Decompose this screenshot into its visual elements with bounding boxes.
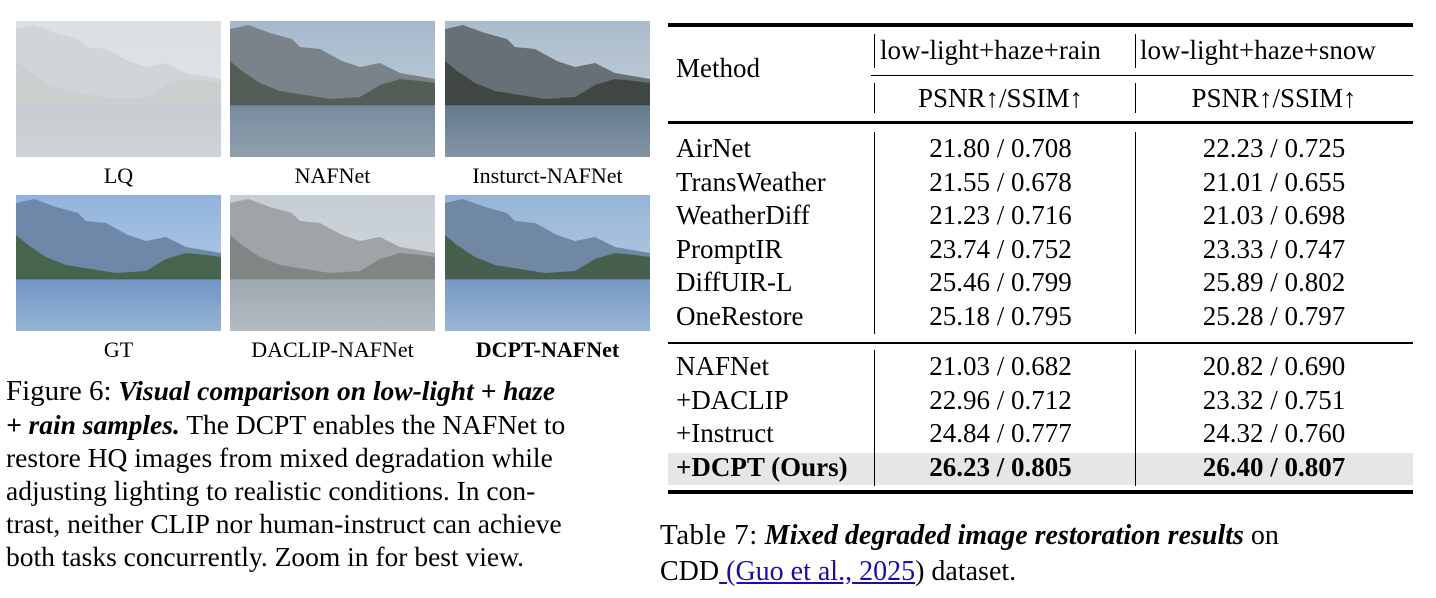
header-metric-2: PSNR↑/SSIM↑ [1191, 83, 1357, 113]
figure-caption-line-5: trast, neither CLIP nor human-instruct c… [6, 508, 562, 539]
header-method: Method [676, 53, 760, 83]
table-caption-dataset: CDD [660, 556, 720, 587]
citation-link[interactable]: (Guo et al., 2025 [719, 556, 916, 587]
figure-caption-emphasis-2: + rain samples. [6, 409, 180, 440]
rain-psnr-ssim: 25.46 / 0.799 [929, 267, 1072, 298]
header-divider [1135, 34, 1137, 68]
column-divider [874, 350, 876, 486]
method-name: OneRestore [676, 301, 804, 331]
rain-psnr-ssim: 21.23 / 0.716 [929, 200, 1072, 231]
figure-caption-line-4: adjusting lighting to realistic conditio… [6, 475, 536, 506]
thumbnail-caption-gt: GT [103, 337, 134, 362]
rain-psnr-ssim: 24.84 / 0.777 [929, 418, 1072, 449]
snow-psnr-ssim: 25.89 / 0.802 [1202, 267, 1346, 298]
figure-caption-line-3: restore HQ images from mixed degradation… [6, 442, 553, 473]
column-divider [874, 132, 876, 334]
table-top-rule [668, 23, 1413, 27]
snow-psnr-ssim: 21.01 / 0.655 [1202, 166, 1346, 197]
thumbnail-caption-dac: DACLIP-NAFNet [251, 337, 414, 362]
figure-caption-emphasis: Visual comparison on low-light + haze [118, 375, 556, 406]
rain-psnr-ssim: 21.80 / 0.708 [929, 133, 1072, 163]
thumbnail-caption-ins: Insturct-NAFNet [472, 163, 623, 188]
rain-psnr-ssim: 26.23 / 0.805 [929, 451, 1072, 482]
rain-psnr-ssim: 21.03 / 0.682 [929, 351, 1072, 381]
header-divider [874, 34, 876, 68]
method-name: +DACLIP [676, 384, 789, 415]
rain-psnr-ssim: 22.96 / 0.712 [929, 384, 1072, 415]
header-metric-1: PSNR↑/SSIM↑ [917, 83, 1084, 113]
landscape-photo-naf [230, 21, 435, 157]
table-label: Table 7: [660, 519, 758, 551]
figure-6: LQ NAFNet Insturct-NAFNet GT DACLIP-NAFNet DC… [0, 0, 650, 598]
method-name: +DCPT (Ours) [676, 451, 848, 482]
landscape-photo-ins [445, 21, 650, 157]
highlight-row [668, 453, 1413, 485]
method-name: PromptIR [676, 233, 783, 264]
landscape-photo-dac [230, 195, 435, 331]
table-7: Method low-light+haze+rain low-light+haz… [660, 0, 1416, 598]
table-bottom-rule [668, 490, 1413, 494]
column-divider [1135, 350, 1137, 486]
method-name: WeatherDiff [676, 200, 810, 231]
landscape-photo-lq [16, 21, 221, 157]
header-divider [874, 83, 876, 113]
column-divider [1135, 132, 1137, 334]
figure-label: Figure 6: [6, 375, 112, 407]
snow-psnr-ssim: 24.32 / 0.760 [1202, 418, 1346, 449]
landscape-photo-gt [16, 195, 221, 331]
figure-caption: Figure 6: Visual comparison on low-light… [6, 374, 652, 573]
header-group-rule [871, 75, 1413, 77]
header-divider [1135, 83, 1137, 113]
method-name: AirNet [676, 133, 751, 163]
thumbnail-caption-lq: LQ [103, 163, 134, 188]
snow-psnr-ssim: 22.23 / 0.725 [1202, 133, 1346, 163]
table-caption-emphasis: Mixed degraded image restoration results [764, 520, 1244, 551]
rain-psnr-ssim: 25.18 / 0.795 [929, 301, 1072, 331]
rain-psnr-ssim: 23.74 / 0.752 [929, 233, 1072, 264]
header-group-1: low-light+haze+rain [880, 35, 1101, 65]
header-bottom-rule [668, 121, 1413, 124]
figure-caption-text: The DCPT enables the NAFNet to [179, 409, 566, 440]
snow-psnr-ssim: 23.32 / 0.751 [1202, 384, 1346, 415]
table-caption: Table 7: Mixed degraded image restoratio… [660, 517, 1430, 590]
landscape-photo-dcpt [445, 195, 650, 331]
method-name: +Instruct [676, 418, 774, 449]
method-name: NAFNet [676, 351, 769, 381]
figure-caption-line-6: both tasks concurrently. Zoom in for bes… [6, 541, 525, 572]
block-separator-rule [668, 342, 1413, 344]
rain-psnr-ssim: 21.55 / 0.678 [929, 166, 1072, 197]
table-caption-end: ) dataset. [915, 556, 1017, 587]
table-caption-text: on [1243, 520, 1279, 551]
thumbnail-caption-naf: NAFNet [294, 163, 371, 188]
thumbnail-caption-dcpt: DCPT-NAFNet [475, 337, 620, 362]
snow-psnr-ssim: 23.33 / 0.747 [1202, 233, 1346, 264]
snow-psnr-ssim: 26.40 / 0.807 [1202, 451, 1346, 482]
method-name: TransWeather [676, 166, 826, 197]
snow-psnr-ssim: 20.82 / 0.690 [1202, 351, 1346, 381]
method-name: DiffUIR-L [676, 267, 793, 298]
header-group-2: low-light+haze+snow [1140, 35, 1376, 65]
snow-psnr-ssim: 25.28 / 0.797 [1202, 301, 1346, 331]
snow-psnr-ssim: 21.03 / 0.698 [1202, 200, 1346, 231]
